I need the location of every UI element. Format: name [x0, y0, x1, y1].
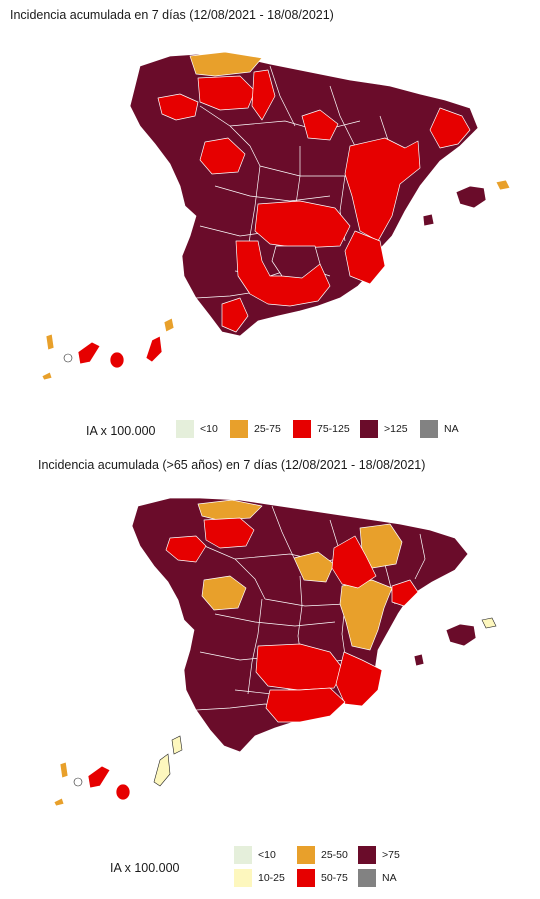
- map2-legend-item-gt75: >75: [358, 846, 400, 864]
- map1-tenerife: [77, 341, 101, 365]
- map1-gran-canaria: [109, 351, 125, 369]
- map2-canary-islands: [53, 735, 183, 807]
- map1-legend-item-75-125: 75-125: [293, 420, 350, 438]
- map1-asturias: [189, 51, 263, 77]
- map1-dark-jaen: [271, 245, 321, 279]
- legend-label: 50-75: [321, 872, 348, 884]
- legend-label: NA: [382, 872, 397, 884]
- map1-peninsula-base: [129, 53, 479, 337]
- map1-red-galicia: [157, 93, 199, 121]
- legend-swatch: [358, 846, 376, 864]
- map1-red-salamanca: [199, 137, 246, 175]
- map2-el-hierro: [53, 797, 65, 807]
- map1-menorca: [495, 179, 511, 191]
- map1-legend-item-gt125: >125: [360, 420, 408, 438]
- legend-label: 10-25: [258, 872, 285, 884]
- legend-label: 75-125: [317, 423, 350, 435]
- map2-legend-item-50-75: 50-75: [297, 869, 348, 887]
- map2-la-palma: [59, 761, 69, 779]
- map1-title: Incidencia acumulada en 7 días (12/08/20…: [10, 8, 334, 22]
- map2-legend-item-10-25: 10-25: [234, 869, 285, 887]
- legend-swatch: [358, 869, 376, 887]
- map2-legend-item-lt10: <10: [234, 846, 276, 864]
- legend-label: >75: [382, 849, 400, 861]
- map1-lanzarote: [163, 317, 175, 333]
- map1-legend-title: IA x 100.000: [86, 424, 156, 438]
- map2-red-murcia-alicante: [335, 651, 383, 707]
- map1-red-cantabria: [251, 69, 276, 121]
- map2-salamanca: [201, 575, 247, 611]
- map1-legend-item-lt10: <10: [176, 420, 218, 438]
- map2-lanzarote: [171, 735, 183, 755]
- map2-red-lugo: [165, 535, 207, 563]
- map2-fuerteventura: [153, 753, 171, 787]
- map2-legend-item-na: NA: [358, 869, 397, 887]
- map2-mallorca: [445, 623, 477, 647]
- map1-la-gomera: [63, 353, 73, 363]
- map2-title: Incidencia acumulada (>65 años) en 7 día…: [38, 458, 426, 472]
- map1-balearic-islands: [422, 179, 511, 227]
- legend-swatch: [297, 846, 315, 864]
- map2-burgos: [293, 551, 335, 583]
- map1-mainland: [129, 51, 479, 337]
- map2-red-ciudadreal: [255, 643, 345, 691]
- legend-swatch: [234, 869, 252, 887]
- map1-red-aragon-valencia: [344, 137, 421, 242]
- map2-ibiza: [413, 653, 425, 667]
- legend-swatch: [230, 420, 248, 438]
- map2-teruel-castellon: [339, 579, 393, 651]
- map2-la-gomera: [73, 777, 83, 787]
- map2-red-leon: [203, 517, 255, 549]
- legend-swatch: [420, 420, 438, 438]
- map1-mallorca: [455, 185, 487, 209]
- map1-red-murcia: [344, 230, 386, 285]
- legend-swatch: [293, 420, 311, 438]
- map2-menorca: [481, 617, 497, 629]
- legend-swatch: [360, 420, 378, 438]
- map1-spain-map: [41, 51, 511, 381]
- map1-red-andalucia: [235, 240, 331, 307]
- map1-red-cadiz: [221, 297, 249, 333]
- map2-spain-map: [53, 497, 497, 807]
- map1-legend-item-25-75: 25-75: [230, 420, 281, 438]
- legend-swatch: [176, 420, 194, 438]
- map2-legend-item-25-50: 25-50: [297, 846, 348, 864]
- legend-swatch: [297, 869, 315, 887]
- map2-asturias: [197, 499, 263, 521]
- legend-swatch: [234, 846, 252, 864]
- legend-label: 25-75: [254, 423, 281, 435]
- map2-red-granada-almeria: [265, 687, 346, 723]
- map2-red-zaragoza: [331, 535, 377, 589]
- map1-fuerteventura: [145, 335, 163, 363]
- map1-red-leon: [197, 75, 256, 111]
- legend-label: <10: [258, 849, 276, 861]
- map1-red-barcelona: [429, 107, 471, 149]
- map1-red-burgos: [301, 109, 339, 141]
- map1-el-hierro: [41, 371, 53, 381]
- map1-ibiza: [422, 213, 435, 227]
- map2-tenerife: [87, 765, 111, 789]
- map1-legend-item-na: NA: [420, 420, 459, 438]
- map2-gran-canaria: [115, 783, 131, 801]
- map1-canary-islands: [41, 317, 175, 381]
- legend-label: <10: [200, 423, 218, 435]
- map2-balearic-islands: [413, 617, 497, 667]
- legend-label: NA: [444, 423, 459, 435]
- map2-red-tarragona: [391, 579, 419, 607]
- map2-mainland: [131, 497, 469, 753]
- legend-label: 25-50: [321, 849, 348, 861]
- legend-label: >125: [384, 423, 408, 435]
- map1-red-cuenca-ciudadreal: [254, 200, 351, 249]
- map2-legend-title: IA x 100.000: [110, 861, 180, 875]
- map1-la-palma: [45, 333, 55, 351]
